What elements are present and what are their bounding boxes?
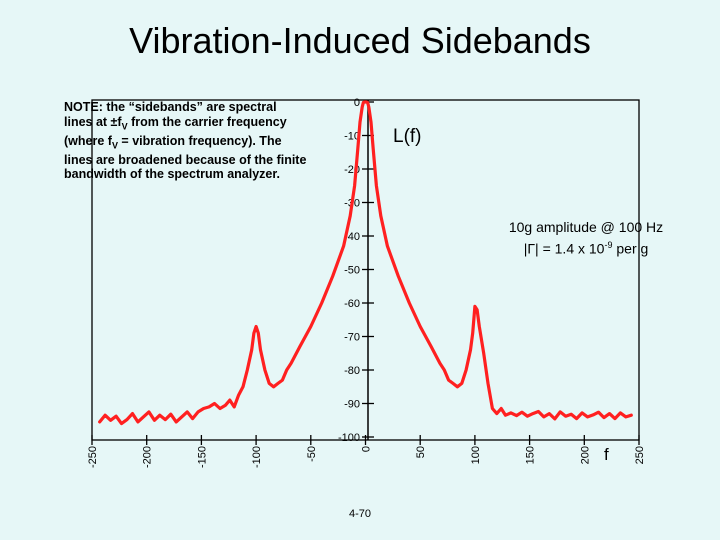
y-tick-label: 0 [354,97,360,109]
note-line-5: bandwidth of the spectrum analyzer. [64,167,281,181]
note-line-4: lines are broadened because of the finit… [64,152,307,167]
note-line-2a: lines at ±f [64,114,122,129]
x-tick-label: -50 [306,446,318,462]
note-text: NOTE: the “sidebands” are spectral lines… [64,100,374,182]
y-tick-label: -100 [338,432,360,444]
annotation-gamma: |Γ| = 1.4 x 10 [523,240,605,257]
x-axis-label: f [604,445,609,464]
x-tick-label: -250 [87,446,99,468]
y-tick-label: -80 [344,365,360,377]
x-tick-label: -100 [251,446,263,468]
note-line-2b: from the carrier frequency [127,114,287,129]
y-axis: 0-10-20-30-40-50-60-70-80-90-100 [338,97,374,444]
x-tick-label: 250 [634,446,646,464]
x-tick-label: -150 [196,446,208,468]
note-sub-v1: V [121,121,128,131]
annotation-line-1: 10g amplitude @ 100 Hz [508,219,664,235]
page-number: 4-70 [348,508,372,520]
spectrum-trace [98,100,633,426]
note-line-3a: (where f [64,133,112,148]
note-line-3b: = vibration frequency). The [117,133,282,148]
x-tick-label: 0 [361,446,373,452]
y-tick-label: -40 [344,231,360,243]
y-tick-label: -60 [344,298,360,310]
y-tick-label: -90 [344,399,360,411]
x-tick-label: 150 [525,446,537,464]
y-tick-label: -50 [344,265,360,277]
vibration-annotation: 10g amplitude @ 100 Hz |Γ| = 1.4 x 10-9 … [456,218,716,258]
x-tick-label: -200 [142,446,154,468]
y-tick-label: -70 [344,332,360,344]
x-axis-ticks: -250 -200 -150 -100 -50 0 50 100 150 200 250 [87,435,646,468]
annotation-exponent: -9 [604,240,613,250]
x-tick-label: 100 [470,446,482,464]
note-line-1: NOTE: the “sidebands” are spectral [64,100,277,114]
y-tick-label: -10 [344,131,360,143]
slide-title: Vibration-Induced Sidebands [129,20,591,61]
x-tick-label: 200 [579,446,591,464]
annotation-suffix: per g [612,240,649,257]
y-axis-label: L(f) [393,126,422,147]
note-sub-v2: V [111,140,118,150]
x-tick-label: 50 [415,446,427,458]
